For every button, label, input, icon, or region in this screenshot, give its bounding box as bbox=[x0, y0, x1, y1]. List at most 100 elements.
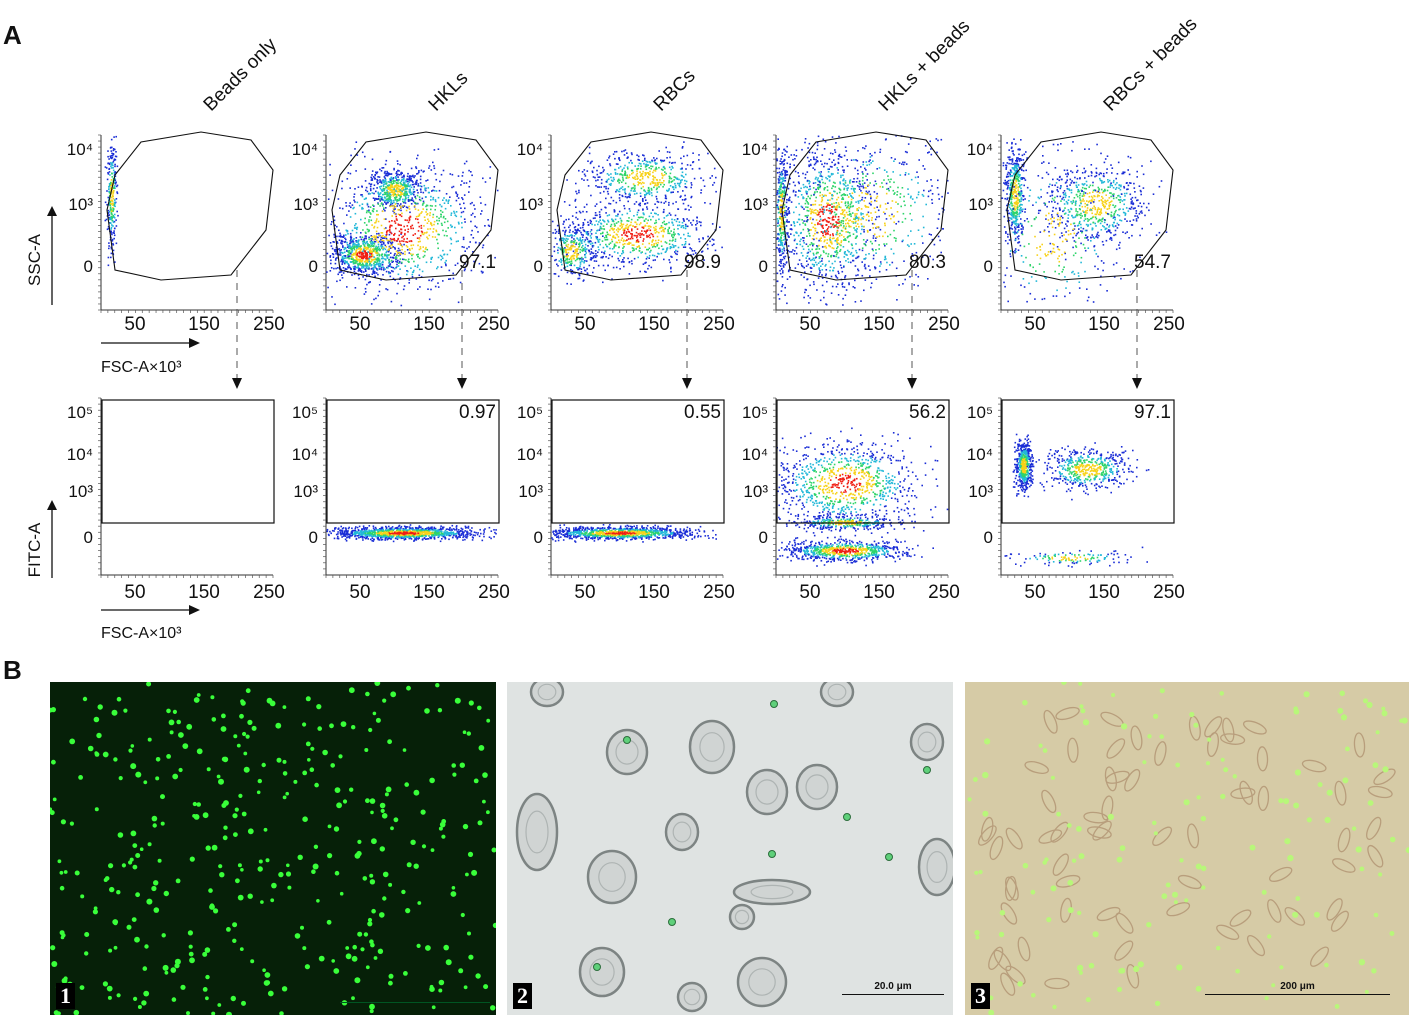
event-dot bbox=[371, 537, 374, 540]
event-dot bbox=[107, 256, 110, 259]
event-dot bbox=[385, 207, 387, 209]
event-dot bbox=[658, 218, 660, 221]
event-dot bbox=[401, 190, 403, 192]
event-dot bbox=[432, 534, 435, 536]
event-dot bbox=[617, 221, 620, 223]
event-dot bbox=[487, 224, 490, 227]
event-dot bbox=[349, 246, 351, 248]
event-dot bbox=[443, 531, 446, 533]
event-dot bbox=[494, 256, 496, 259]
event-dot bbox=[410, 532, 413, 535]
event-dot bbox=[630, 152, 633, 154]
event-dot bbox=[655, 225, 657, 228]
event-dot bbox=[480, 270, 483, 273]
event-dot bbox=[391, 238, 394, 241]
event-dot bbox=[388, 535, 391, 537]
event-dot bbox=[404, 265, 407, 267]
event-dot bbox=[365, 252, 367, 254]
event-dot bbox=[413, 191, 416, 193]
event-dot bbox=[372, 187, 375, 190]
event-dot bbox=[637, 155, 640, 158]
event-dot bbox=[353, 270, 356, 273]
event-dot bbox=[445, 263, 447, 266]
event-dot bbox=[436, 219, 438, 222]
event-dot bbox=[431, 205, 433, 207]
event-dot bbox=[113, 237, 115, 240]
event-dot bbox=[408, 181, 411, 183]
event-dot bbox=[645, 193, 648, 196]
event-dot bbox=[438, 233, 440, 236]
event-dot bbox=[385, 288, 387, 290]
event-dot bbox=[346, 530, 349, 533]
event-dot bbox=[361, 194, 363, 196]
event-dot bbox=[446, 528, 448, 530]
event-dot bbox=[599, 227, 601, 230]
event-dot bbox=[651, 181, 653, 183]
event-dot bbox=[345, 250, 348, 252]
event-dot bbox=[405, 193, 407, 196]
event-dot bbox=[416, 266, 419, 268]
event-dot bbox=[589, 219, 592, 222]
event-dot bbox=[673, 188, 675, 191]
event-dot bbox=[453, 212, 456, 214]
event-dot bbox=[326, 530, 329, 533]
event-dot bbox=[399, 534, 401, 537]
event-dot bbox=[614, 168, 617, 171]
event-dot bbox=[364, 247, 366, 249]
event-dot bbox=[469, 241, 471, 243]
event-dot bbox=[331, 529, 334, 532]
event-dot bbox=[391, 530, 393, 532]
event-dot bbox=[584, 253, 587, 256]
event-dot bbox=[589, 243, 592, 245]
event-dot bbox=[368, 220, 370, 223]
event-dot bbox=[395, 257, 398, 259]
event-dot bbox=[569, 257, 572, 260]
event-dot bbox=[402, 184, 404, 186]
event-dot bbox=[431, 526, 433, 528]
event-dot bbox=[429, 532, 432, 535]
event-dot bbox=[663, 208, 665, 211]
event-dot bbox=[640, 165, 642, 167]
event-dot bbox=[602, 166, 604, 169]
event-dot bbox=[483, 529, 485, 531]
event-dot bbox=[643, 219, 646, 222]
event-dot bbox=[113, 234, 116, 237]
event-dot bbox=[419, 535, 422, 537]
event-dot bbox=[421, 532, 423, 535]
event-dot bbox=[391, 535, 393, 538]
event-dot bbox=[371, 170, 374, 172]
event-dot bbox=[356, 257, 358, 260]
event-dot bbox=[403, 182, 406, 184]
event-dot bbox=[571, 236, 573, 239]
event-dot bbox=[392, 535, 394, 538]
event-dot bbox=[374, 251, 377, 253]
event-dot bbox=[608, 183, 611, 186]
event-dot bbox=[608, 157, 610, 159]
event-dot bbox=[439, 540, 442, 543]
event-dot bbox=[105, 218, 108, 221]
event-dot bbox=[107, 173, 110, 175]
event-dot bbox=[637, 240, 640, 243]
event-dot bbox=[390, 181, 392, 184]
event-dot bbox=[601, 251, 603, 253]
event-dot bbox=[599, 216, 601, 219]
event-dot bbox=[682, 202, 685, 205]
event-dot bbox=[402, 534, 405, 537]
event-dot bbox=[374, 257, 377, 260]
event-dot bbox=[364, 532, 366, 535]
event-dot bbox=[423, 528, 426, 531]
event-dot bbox=[613, 228, 615, 230]
event-dot bbox=[353, 247, 356, 249]
event-dot bbox=[414, 195, 416, 198]
event-dot bbox=[451, 186, 453, 189]
event-dot bbox=[366, 240, 368, 243]
event-dot bbox=[644, 203, 646, 205]
event-dot bbox=[405, 244, 408, 247]
event-dot bbox=[563, 255, 565, 258]
event-dot bbox=[401, 191, 403, 193]
event-dot bbox=[402, 206, 404, 208]
event-dot bbox=[623, 154, 626, 156]
event-dot bbox=[457, 175, 460, 177]
event-dot bbox=[471, 174, 473, 177]
event-dot bbox=[356, 226, 359, 229]
